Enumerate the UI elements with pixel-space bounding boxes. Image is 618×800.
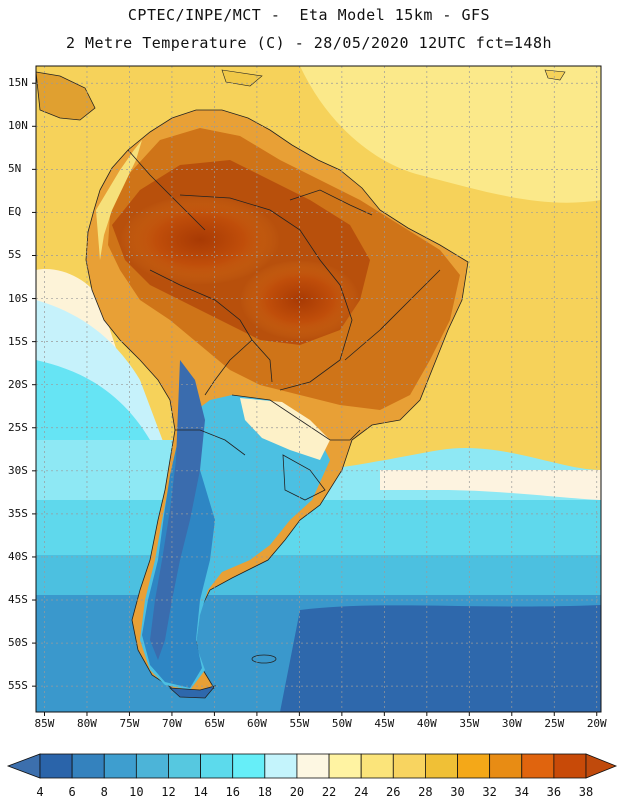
ocean-cool-north-band <box>300 66 601 203</box>
lat-tick-label: EQ <box>8 205 22 219</box>
chart-subtitle: 2 Metre Temperature (C) - 28/05/2020 12U… <box>65 34 553 52</box>
ocean-warm-sliver <box>380 470 601 500</box>
lat-tick-label: 25S <box>8 420 28 434</box>
lon-tick-label: 55W <box>289 717 310 730</box>
map-gridlines <box>36 66 601 712</box>
lon-tick-label: 50W <box>331 717 352 730</box>
lon-tick-label: 25W <box>544 717 565 730</box>
colorbar-swatch <box>71 753 105 779</box>
colorbar-swatch <box>553 753 587 779</box>
colorbar-tick-label: 30 <box>450 785 465 799</box>
caribbean-island <box>221 69 263 87</box>
colorbar-tick-label: 26 <box>386 785 401 799</box>
lat-tick-label: 10N <box>8 119 28 133</box>
lon-tick-label: 60W <box>246 717 267 730</box>
colorbar-swatch <box>103 753 137 779</box>
lon-tick-label: 40W <box>416 717 437 730</box>
axis-ticks <box>32 82 598 716</box>
colorbar-swatch <box>135 753 169 779</box>
lat-tick-label: 15N <box>8 76 28 90</box>
colorbar-swatch <box>457 753 491 779</box>
colorbar-above-arrow <box>585 753 618 779</box>
lon-tick-label: 80W <box>77 717 97 730</box>
colorbar-tick-label: 10 <box>129 785 144 799</box>
lat-tick-label: 15S <box>8 334 28 348</box>
lat-tick-label: 45S <box>8 593 28 607</box>
lon-tick-label: 20W <box>586 717 607 730</box>
lon-tick-label: 35W <box>459 717 480 730</box>
pampas-pale-land <box>240 398 330 460</box>
lat-tick-label: 30S <box>8 463 28 477</box>
colorbar-tick-label: 14 <box>193 785 208 799</box>
colorbar-tick-label: 22 <box>321 785 337 799</box>
colorbar-tick-label: 32 <box>482 785 497 799</box>
country-borders <box>127 149 441 501</box>
lat-tick-label: 35S <box>8 506 28 520</box>
falkland-islands <box>251 654 277 664</box>
colorbar-swatch <box>360 753 394 779</box>
lat-tick-label: 5S <box>8 248 22 262</box>
lat-tick-label: 10S <box>8 291 28 305</box>
colorbar-tick-label: 8 <box>100 785 108 799</box>
colorbar-swatch <box>392 753 426 779</box>
small-island-north <box>544 69 566 81</box>
andes-cold-strip <box>150 360 205 660</box>
colorbar-tick-label: 18 <box>257 785 273 799</box>
colorbar-swatch <box>328 753 362 779</box>
lat-tick-label: 20S <box>8 377 28 391</box>
ocean-deep-blue-band <box>280 605 601 712</box>
lat-tick-label: 50S <box>8 636 28 650</box>
colorbar-swatch <box>489 753 523 779</box>
tierra-del-fuego <box>168 685 217 699</box>
lat-tick-label: 5N <box>8 162 22 176</box>
colorbar-tick-label: 20 <box>289 785 305 799</box>
colorbar-tick-label: 28 <box>418 785 433 799</box>
lon-tick-label: 45W <box>374 717 395 730</box>
colorbar-swatch <box>232 753 266 779</box>
colorbar-tick-label: 12 <box>161 785 176 799</box>
colorbar-swatch <box>168 753 201 779</box>
colorbar-swatch <box>296 753 330 779</box>
colorbar-tick-label: 4 <box>36 785 44 799</box>
colorbar-tick-label: 36 <box>546 785 562 799</box>
andes-yellow-strip <box>96 140 142 260</box>
central-america-land <box>36 71 96 121</box>
colorbar-swatch <box>200 753 234 779</box>
lon-tick-label: 75W <box>119 717 140 730</box>
lat-tick-label: 40S <box>8 549 28 563</box>
colorbar-tick-label: 6 <box>68 785 76 799</box>
colorbar <box>6 753 618 779</box>
colorbar-swatch <box>264 753 298 779</box>
colorbar-swatch <box>425 753 458 779</box>
colorbar-tick-label: 24 <box>353 785 369 799</box>
colorbar-tick-label: 34 <box>514 785 529 799</box>
colorbar-swatch <box>39 753 73 779</box>
colorbar-swatch <box>521 753 555 779</box>
map-frame <box>35 65 602 713</box>
lat-tick-label: 55S <box>8 679 28 693</box>
temperature-field <box>36 66 601 712</box>
amazon-hot-core <box>120 195 280 285</box>
chart-title: CPTEC/INPE/MCT - Eta Model 15km - GFS <box>127 6 491 24</box>
lon-tick-label: 70W <box>162 717 182 730</box>
colorbar-below-arrow <box>6 753 41 779</box>
lon-tick-label: 85W <box>34 717 55 730</box>
colorbar-tick-label: 38 <box>578 785 594 799</box>
central-hot-core <box>240 260 360 340</box>
lon-tick-label: 30W <box>501 717 522 730</box>
lon-tick-label: 65W <box>204 717 225 730</box>
colorbar-tick-label: 16 <box>225 785 240 799</box>
ocean-cyan2-band <box>36 500 601 563</box>
